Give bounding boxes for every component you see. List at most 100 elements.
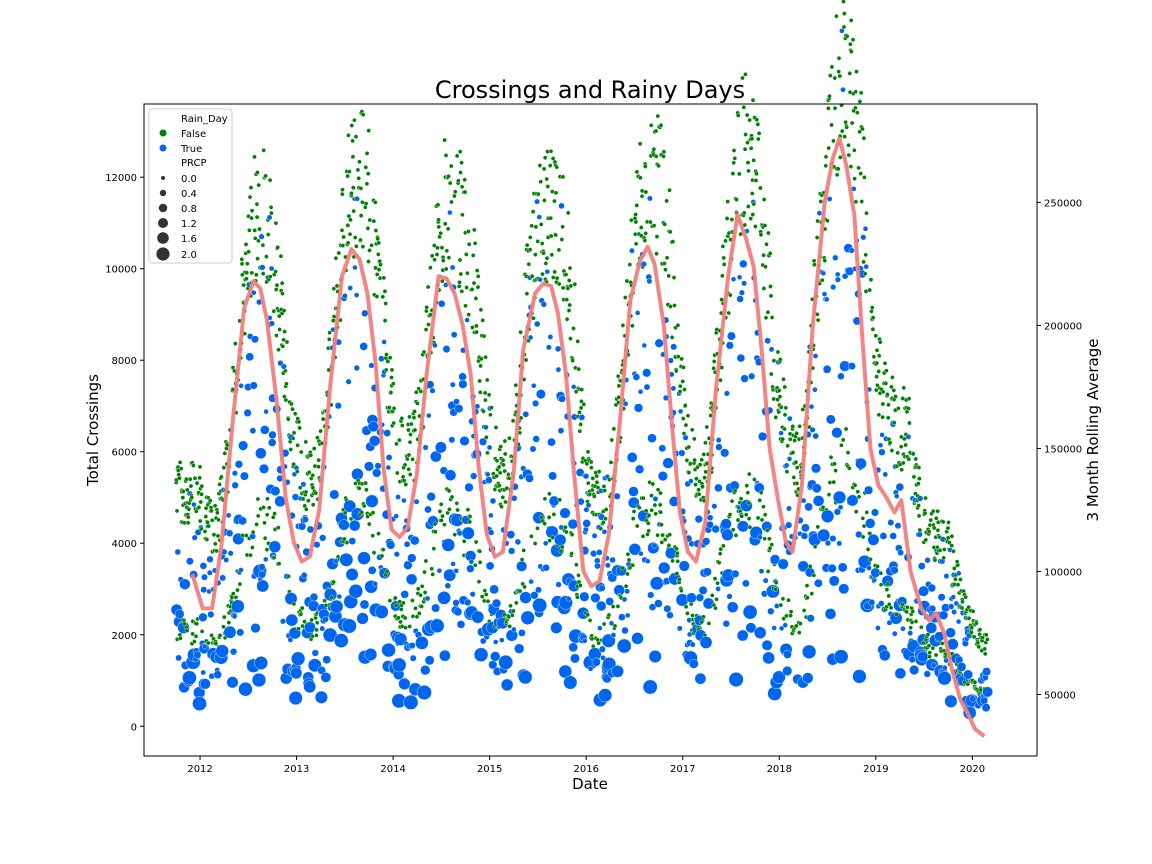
dry-day-point (623, 583, 629, 589)
dry-day-point (426, 322, 431, 327)
dry-day-point (310, 634, 315, 639)
dry-day-point (464, 285, 469, 290)
dry-day-point (966, 604, 971, 610)
rainy-day-point (621, 626, 629, 635)
dry-day-point (596, 640, 601, 646)
dry-day-point (838, 155, 843, 160)
dry-day-point (542, 521, 547, 527)
rainy-day-point (778, 430, 784, 436)
dry-day-point (436, 217, 441, 223)
rainy-day-point (555, 366, 562, 373)
dry-day-point (745, 160, 751, 165)
dry-day-point (408, 421, 414, 427)
dry-day-point (448, 163, 454, 169)
rainy-day-point (470, 472, 478, 480)
rainy-day-point (200, 586, 208, 594)
dry-day-point (752, 477, 757, 482)
dry-day-point (720, 273, 725, 279)
dry-day-point (761, 197, 767, 202)
dry-day-point (412, 427, 418, 433)
dry-day-point (970, 609, 976, 614)
rainy-day-point (464, 482, 474, 493)
dry-day-point (730, 171, 736, 176)
rainy-day-point (857, 555, 872, 569)
dry-day-point (264, 512, 270, 518)
dry-day-point (630, 323, 635, 329)
dry-day-point (281, 308, 287, 313)
dry-day-point (348, 217, 353, 223)
dry-day-point (475, 284, 481, 290)
rainy-day-point (597, 625, 603, 631)
dry-day-point (226, 620, 232, 625)
dry-day-point (601, 621, 607, 627)
dry-day-point (631, 509, 637, 514)
dry-day-point (256, 238, 261, 244)
dry-day-point (729, 217, 735, 222)
dry-day-point (782, 426, 787, 432)
rainy-day-point (900, 625, 906, 632)
dry-day-point (387, 405, 392, 410)
dry-day-point (421, 349, 427, 355)
dry-day-point (460, 212, 465, 218)
dry-day-point (852, 482, 858, 488)
dry-day-point (666, 273, 672, 279)
dry-day-point (843, 119, 848, 125)
dry-day-point (554, 275, 560, 281)
rainy-day-point (461, 526, 475, 540)
rainy-day-point (215, 644, 229, 658)
dry-day-point (190, 631, 195, 637)
dry-day-point (765, 569, 771, 574)
dry-day-point (314, 620, 320, 626)
dry-day-point (560, 174, 566, 180)
rainy-day-point (582, 637, 588, 644)
dry-day-point (274, 282, 280, 288)
x-tick-label: 2020 (960, 764, 985, 775)
dry-day-point (371, 218, 377, 224)
rainy-day-point (452, 599, 460, 607)
rainy-day-point (334, 402, 342, 410)
dry-day-point (375, 252, 381, 257)
rainy-day-point (385, 454, 393, 461)
rainy-day-point (563, 675, 578, 690)
dry-day-point (470, 325, 475, 330)
dry-day-point (544, 176, 550, 182)
dry-day-point (773, 587, 778, 592)
rainy-day-point (558, 395, 566, 403)
rainy-day-point (415, 636, 429, 650)
dry-day-point (221, 614, 227, 620)
rainy-day-point (852, 669, 867, 684)
dry-day-point (584, 461, 590, 467)
rainy-day-point (536, 214, 542, 220)
dry-day-point (529, 223, 535, 229)
dry-day-point (765, 309, 771, 315)
dry-day-point (856, 494, 862, 500)
dry-day-point (870, 315, 876, 320)
rainy-day-point (193, 650, 202, 659)
dry-day-point (497, 470, 503, 476)
x-tick-label: 2015 (477, 764, 502, 775)
dry-day-point (569, 532, 575, 537)
dry-day-point (564, 297, 570, 302)
dry-day-point (589, 487, 595, 493)
rainy-day-point (194, 528, 202, 536)
dry-day-point (629, 217, 634, 223)
dry-day-point (648, 123, 654, 128)
dry-day-point (440, 513, 445, 519)
rainy-day-point (740, 374, 749, 383)
rainy-day-point (345, 378, 352, 385)
rainy-day-point (918, 562, 926, 570)
dry-day-point (874, 347, 880, 353)
y-tick-label: 10000 (105, 265, 137, 276)
dry-day-point (681, 365, 686, 370)
dry-day-point (178, 466, 184, 471)
rainy-day-point (231, 613, 238, 620)
rainy-day-point (527, 334, 534, 341)
rainy-day-point (429, 387, 436, 394)
dry-day-point (935, 508, 941, 514)
dry-day-point (381, 275, 387, 281)
rainy-day-point (820, 270, 827, 276)
dry-day-point (885, 391, 890, 397)
dry-day-point (547, 163, 553, 168)
dry-day-point (685, 611, 690, 616)
dry-day-point (620, 323, 626, 328)
